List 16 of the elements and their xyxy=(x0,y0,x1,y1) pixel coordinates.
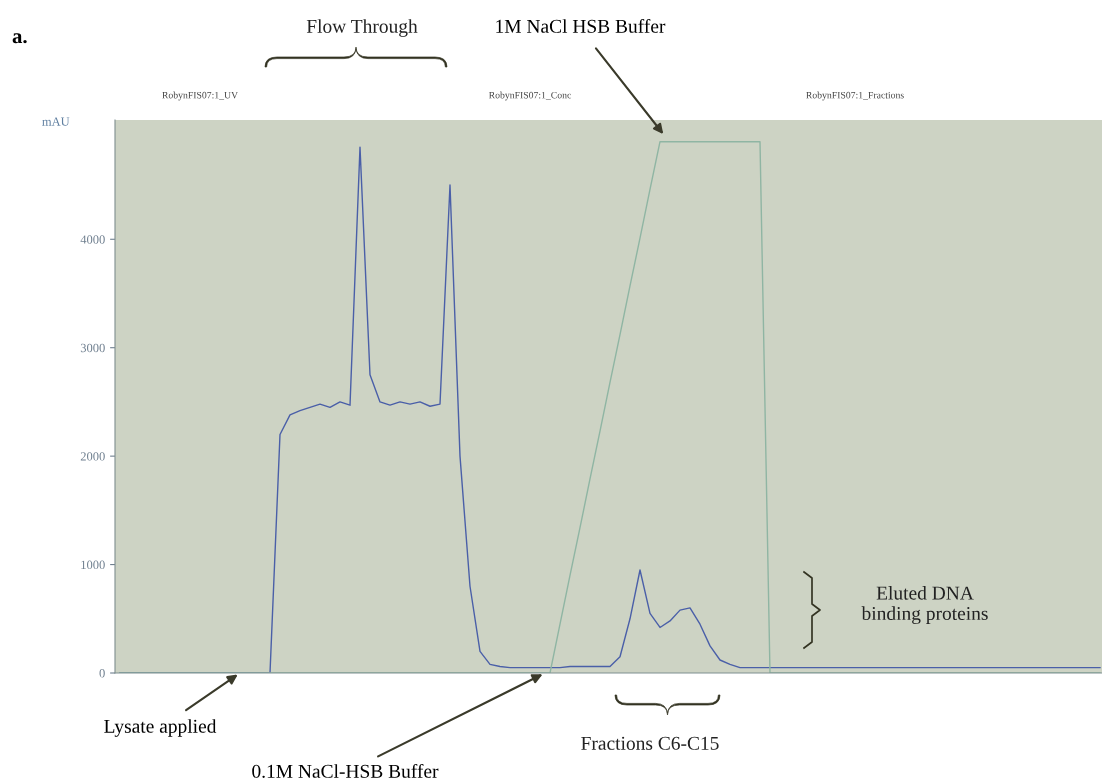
text: RobynFIS07:1_Conc xyxy=(488,91,572,101)
text: RobynFIS07:1_Fractions xyxy=(806,91,904,101)
y-axis-title: mAU xyxy=(42,117,70,126)
text: 0.1M NaCl-HSB Buffer xyxy=(252,763,439,778)
y-tick-label: 3000 xyxy=(80,343,105,353)
chart-title: a. xyxy=(12,33,27,44)
y-tick-label: 0 xyxy=(99,669,105,678)
text: 1M NaCl HSB Buffer xyxy=(496,18,666,33)
y-tick-label: 4000 xyxy=(80,235,105,244)
text: Lysate applied xyxy=(104,719,217,737)
y-tick-label: 2000 xyxy=(80,452,105,461)
text: Fractions C6-C15 xyxy=(581,736,719,750)
annotation: Eluted DNA binding proteins xyxy=(861,585,988,625)
y-tick-label: 1000 xyxy=(81,560,105,570)
text: Flow Through xyxy=(306,19,418,37)
text: RobynFIS07:1_UV xyxy=(162,91,238,101)
